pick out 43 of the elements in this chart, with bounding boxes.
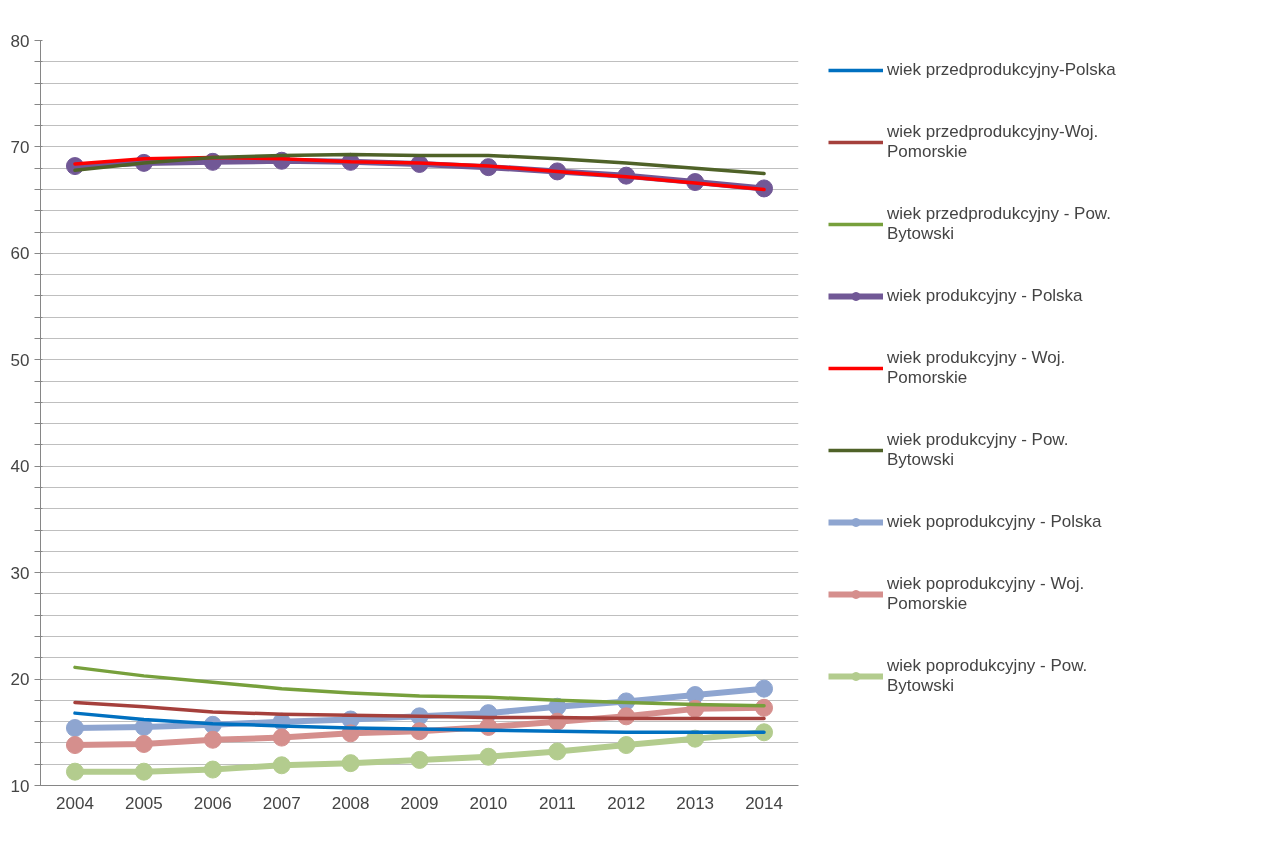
point xyxy=(134,735,153,753)
x-tick-label: 2009 xyxy=(400,793,439,813)
point xyxy=(548,742,567,761)
point xyxy=(65,736,84,755)
point xyxy=(410,750,429,769)
legend-label: wiek produkcyjny - Pow. Bytowski xyxy=(887,430,1069,470)
x-tick-label: 2013 xyxy=(676,793,715,813)
x-tick-label: 2007 xyxy=(262,793,301,813)
legend-label: wiek poprodukcyjny - Pow. Bytowski xyxy=(887,656,1088,696)
point xyxy=(272,756,291,775)
x-tick-label: 2004 xyxy=(56,793,94,813)
legend-label: wiek poprodukcyjny - Polska xyxy=(887,512,1102,532)
legend-label: wiek produkcyjny - Polska xyxy=(887,286,1083,306)
y-tick-label: 30 xyxy=(10,563,30,583)
point xyxy=(134,762,153,781)
legend-label: wiek przedprodukcyjny-Woj. Pomorskie xyxy=(887,122,1099,162)
point xyxy=(479,747,498,766)
point xyxy=(65,719,84,738)
point xyxy=(203,730,222,749)
x-tick-label: 2006 xyxy=(193,793,232,813)
point xyxy=(203,760,222,779)
x-tick-label: 2008 xyxy=(331,793,370,813)
x-tick-label: 2005 xyxy=(124,793,163,813)
x-tick-label: 2012 xyxy=(607,793,646,813)
point xyxy=(65,762,84,781)
y-tick-label: 70 xyxy=(10,137,30,157)
y-tick-label: 80 xyxy=(10,31,30,51)
point xyxy=(272,728,291,747)
point xyxy=(341,754,360,773)
y-tick-label: 40 xyxy=(10,457,30,477)
point xyxy=(617,736,636,755)
x-tick-label: 2011 xyxy=(539,793,576,813)
x-tick-label: 2010 xyxy=(469,793,508,813)
legend-label: wiek poprodukcyjny - Woj. Pomorskie xyxy=(887,574,1085,614)
x-tick-label: 2014 xyxy=(745,793,783,813)
y-tick-label: 20 xyxy=(10,670,30,690)
y-tick-label: 60 xyxy=(10,244,30,264)
legend-label: wiek przedprodukcyjny - Pow. Bytowski xyxy=(887,204,1111,244)
point xyxy=(755,679,774,698)
y-tick-label: 10 xyxy=(10,776,30,796)
legend-label: wiek produkcyjny - Woj. Pomorskie xyxy=(887,348,1066,388)
y-tick-label: 50 xyxy=(10,350,30,370)
legend-label: wiek przedprodukcyjny-Polska xyxy=(887,60,1116,80)
